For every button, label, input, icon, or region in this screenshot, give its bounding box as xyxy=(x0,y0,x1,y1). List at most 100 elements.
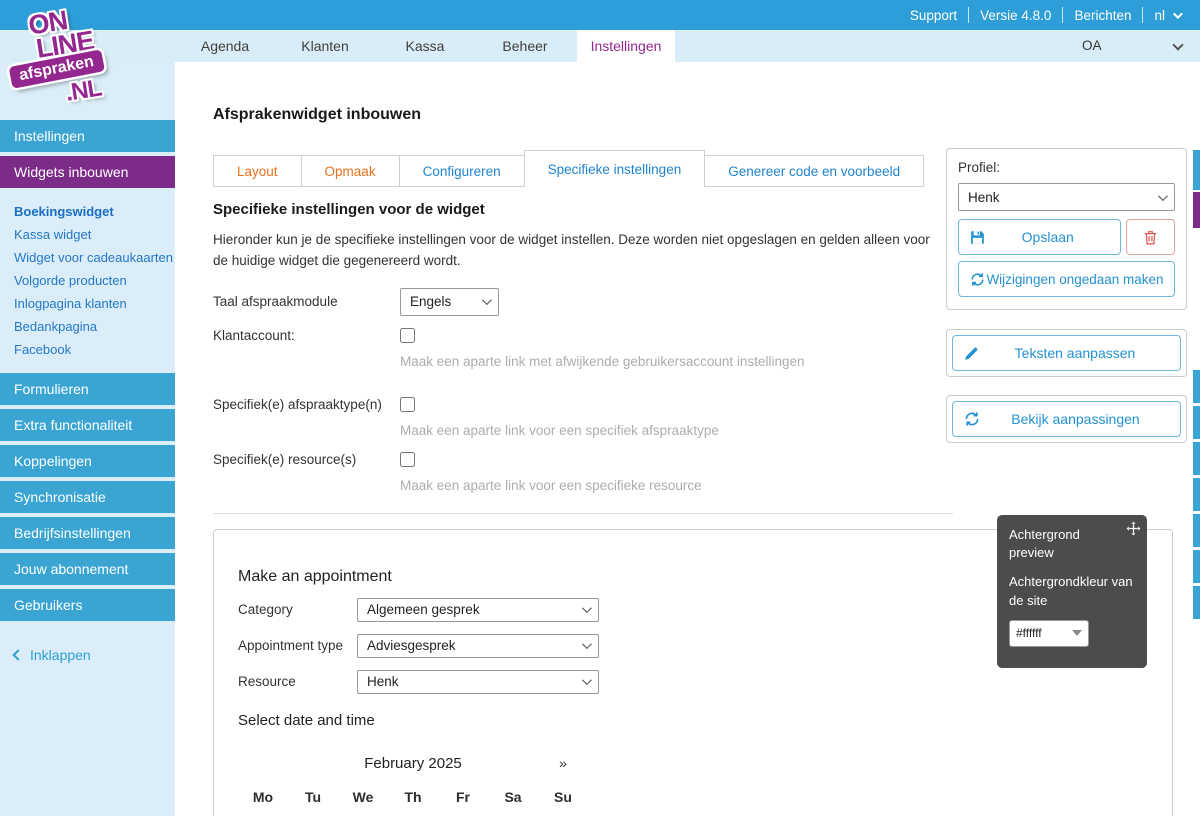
resource-checkbox[interactable] xyxy=(400,451,415,467)
tab-genereer-code[interactable]: Genereer code en voorbeeld xyxy=(704,155,925,187)
background-color-select[interactable]: #ffffff xyxy=(1009,619,1089,647)
sidebar-item-jouw-abonnement[interactable]: Jouw abonnement xyxy=(0,553,175,585)
sidebar-item-extra-functionaliteit[interactable]: Extra functionaliteit xyxy=(0,409,175,441)
edge-strip-segment xyxy=(1193,192,1200,228)
klantaccount-row: Klantaccount: Maak een aparte link met a… xyxy=(213,327,1200,369)
nav-item-kassa[interactable]: Kassa xyxy=(405,38,445,54)
calendar-next-button[interactable]: » xyxy=(559,754,567,771)
move-icon[interactable] xyxy=(1126,521,1141,541)
edge-strip-segment xyxy=(1193,586,1200,619)
sidebar-link-volgorde-producten[interactable]: Volgorde producten xyxy=(14,273,127,288)
profile-label: Profiel: xyxy=(958,160,1001,175)
undo-changes-button[interactable]: Wijzigingen ongedaan maken xyxy=(958,261,1175,297)
sidebar-collapse-button[interactable]: Inklappen xyxy=(0,647,175,663)
section-divider xyxy=(213,512,953,514)
topbar: Support Versie 4.8.0 Berichten nl xyxy=(0,0,1200,30)
edit-texts-label: Teksten aanpassen xyxy=(1014,345,1136,361)
sidebar-item-gebruikers[interactable]: Gebruikers xyxy=(0,589,175,621)
nav-item-beheer[interactable]: Beheer xyxy=(502,38,548,54)
afspraaktype-control: Maak een aparte link voor een specifiek … xyxy=(400,396,719,438)
resource-row: Specifiek(e) resource(s) Maak een aparte… xyxy=(213,451,1200,493)
resource-select-value: Henk xyxy=(367,674,399,690)
afspraaktype-checkbox[interactable] xyxy=(400,396,415,412)
save-button-label: Opslaan xyxy=(1021,229,1074,245)
version-label: Versie 4.8.0 xyxy=(980,7,1052,23)
edit-texts-button[interactable]: Teksten aanpassen xyxy=(952,335,1181,371)
support-link[interactable]: Support xyxy=(909,7,958,23)
nav-item-instellingen[interactable]: Instellingen xyxy=(577,30,675,62)
category-row: Category Algemeen gesprek xyxy=(238,597,1172,622)
language-selector[interactable]: nl xyxy=(1143,8,1186,23)
sidebar-link-kassa-widget[interactable]: Kassa widget xyxy=(14,227,92,242)
klantaccount-control: Maak een aparte link met afwijkende gebr… xyxy=(400,327,804,369)
language-field-row: Taal afspraakmodule Engels xyxy=(213,287,1200,316)
calendar: February 2025 » Mo Tu We Th Fr Sa Su xyxy=(238,755,588,816)
user-initials: OA xyxy=(1082,38,1102,53)
messages-link[interactable]: Berichten xyxy=(1074,7,1132,23)
sidebar-item-synchronisatie[interactable]: Synchronisatie xyxy=(0,481,175,513)
sidebar-item-koppelingen[interactable]: Koppelingen xyxy=(0,445,175,477)
edge-strip-segment xyxy=(1193,150,1200,190)
main-nav: Agenda Klanten Kassa Beheer Instellingen… xyxy=(0,30,1200,90)
category-select[interactable]: Algemeen gesprek xyxy=(357,597,599,622)
sidebar-item-formulieren[interactable]: Formulieren xyxy=(0,373,175,405)
day-header-fr: Fr xyxy=(456,788,470,805)
language-select[interactable]: Engels xyxy=(400,287,499,316)
chevron-down-icon xyxy=(581,639,592,650)
klantaccount-checkbox[interactable] xyxy=(400,327,415,343)
appointment-type-row: Appointment type Adviesgesprek xyxy=(238,633,1172,658)
account-chevron-down-icon[interactable] xyxy=(1172,39,1184,51)
datetime-title: Select date and time xyxy=(238,711,375,729)
sidebar-sublinks: Boekingswidget Kassa widget Widget voor … xyxy=(0,200,175,361)
sidebar-link-boekingswidget[interactable]: Boekingswidget xyxy=(14,204,114,219)
calendar-month-label: February 2025 xyxy=(364,754,462,772)
tab-configureren[interactable]: Configureren xyxy=(398,155,525,187)
edge-strip-segment xyxy=(1193,442,1200,475)
nav-item-agenda[interactable]: Agenda xyxy=(200,38,250,54)
profile-actions: Opslaan xyxy=(958,219,1175,255)
section-title: Specifieke instellingen voor de widget xyxy=(213,201,485,218)
section-description: Hieronder kun je de specifieke instellin… xyxy=(213,232,930,268)
tab-layout[interactable]: Layout xyxy=(213,155,302,187)
overlay-title: Achtergrond preview xyxy=(1009,527,1080,561)
edge-strip-segment xyxy=(1193,370,1200,403)
edge-strip-segment xyxy=(1193,514,1200,547)
day-header-we: We xyxy=(352,788,374,805)
sidebar-link-inlogpagina[interactable]: Inlogpagina klanten xyxy=(14,296,127,311)
refresh-icon xyxy=(965,412,979,426)
language-label: nl xyxy=(1154,7,1165,23)
tab-opmaak[interactable]: Opmaak xyxy=(300,155,400,187)
sidebar-link-bedankpagina[interactable]: Bedankpagina xyxy=(14,319,98,334)
collapse-label: Inklappen xyxy=(30,647,91,663)
profile-select[interactable]: Henk xyxy=(958,183,1175,211)
appointment-type-select[interactable]: Adviesgesprek xyxy=(357,633,599,658)
save-button[interactable]: Opslaan xyxy=(958,219,1121,255)
sidebar-item-bedrijfsinstellingen[interactable]: Bedrijfsinstellingen xyxy=(0,517,175,549)
nav-item-klanten[interactable]: Klanten xyxy=(301,38,349,54)
refresh-icon xyxy=(971,272,984,286)
sidebar-item-widgets-inbouwen[interactable]: Widgets inbouwen xyxy=(0,156,175,188)
category-label: Category xyxy=(238,602,293,618)
pencil-icon xyxy=(965,347,978,360)
resource-select-label: Resource xyxy=(238,674,296,690)
topbar-divider xyxy=(1062,7,1064,23)
resource-select[interactable]: Henk xyxy=(357,669,599,694)
profile-select-value: Henk xyxy=(968,189,1000,205)
resource-hint: Maak een aparte link voor een specifieke… xyxy=(400,477,702,493)
topbar-divider xyxy=(1142,7,1144,23)
background-preview-overlay: Achtergrond preview Achtergrondkleur van… xyxy=(997,515,1147,668)
sidebar-link-facebook[interactable]: Facebook xyxy=(14,342,72,357)
tab-specifieke-instellingen[interactable]: Specifieke instellingen xyxy=(523,150,706,187)
view-changes-button[interactable]: Bekijk aanpassingen xyxy=(952,401,1181,437)
resource-label: Specifiek(e) resource(s) xyxy=(213,451,357,467)
sidebar-item-instellingen[interactable]: Instellingen xyxy=(0,120,175,152)
chevron-down-icon xyxy=(1172,8,1183,19)
delete-profile-button[interactable] xyxy=(1125,219,1175,255)
chevron-down-icon xyxy=(581,675,592,686)
background-color-value: #ffffff xyxy=(1016,626,1042,641)
sidebar: Instellingen Widgets inbouwen Boekingswi… xyxy=(0,62,175,816)
view-changes-panel: Bekijk aanpassingen xyxy=(946,395,1187,443)
logo-text: .NL xyxy=(63,74,104,107)
sidebar-link-cadeaukaarten[interactable]: Widget voor cadeaukaarten xyxy=(14,250,173,265)
afspraaktype-label: Specifiek(e) afspraaktype(n) xyxy=(213,396,382,412)
